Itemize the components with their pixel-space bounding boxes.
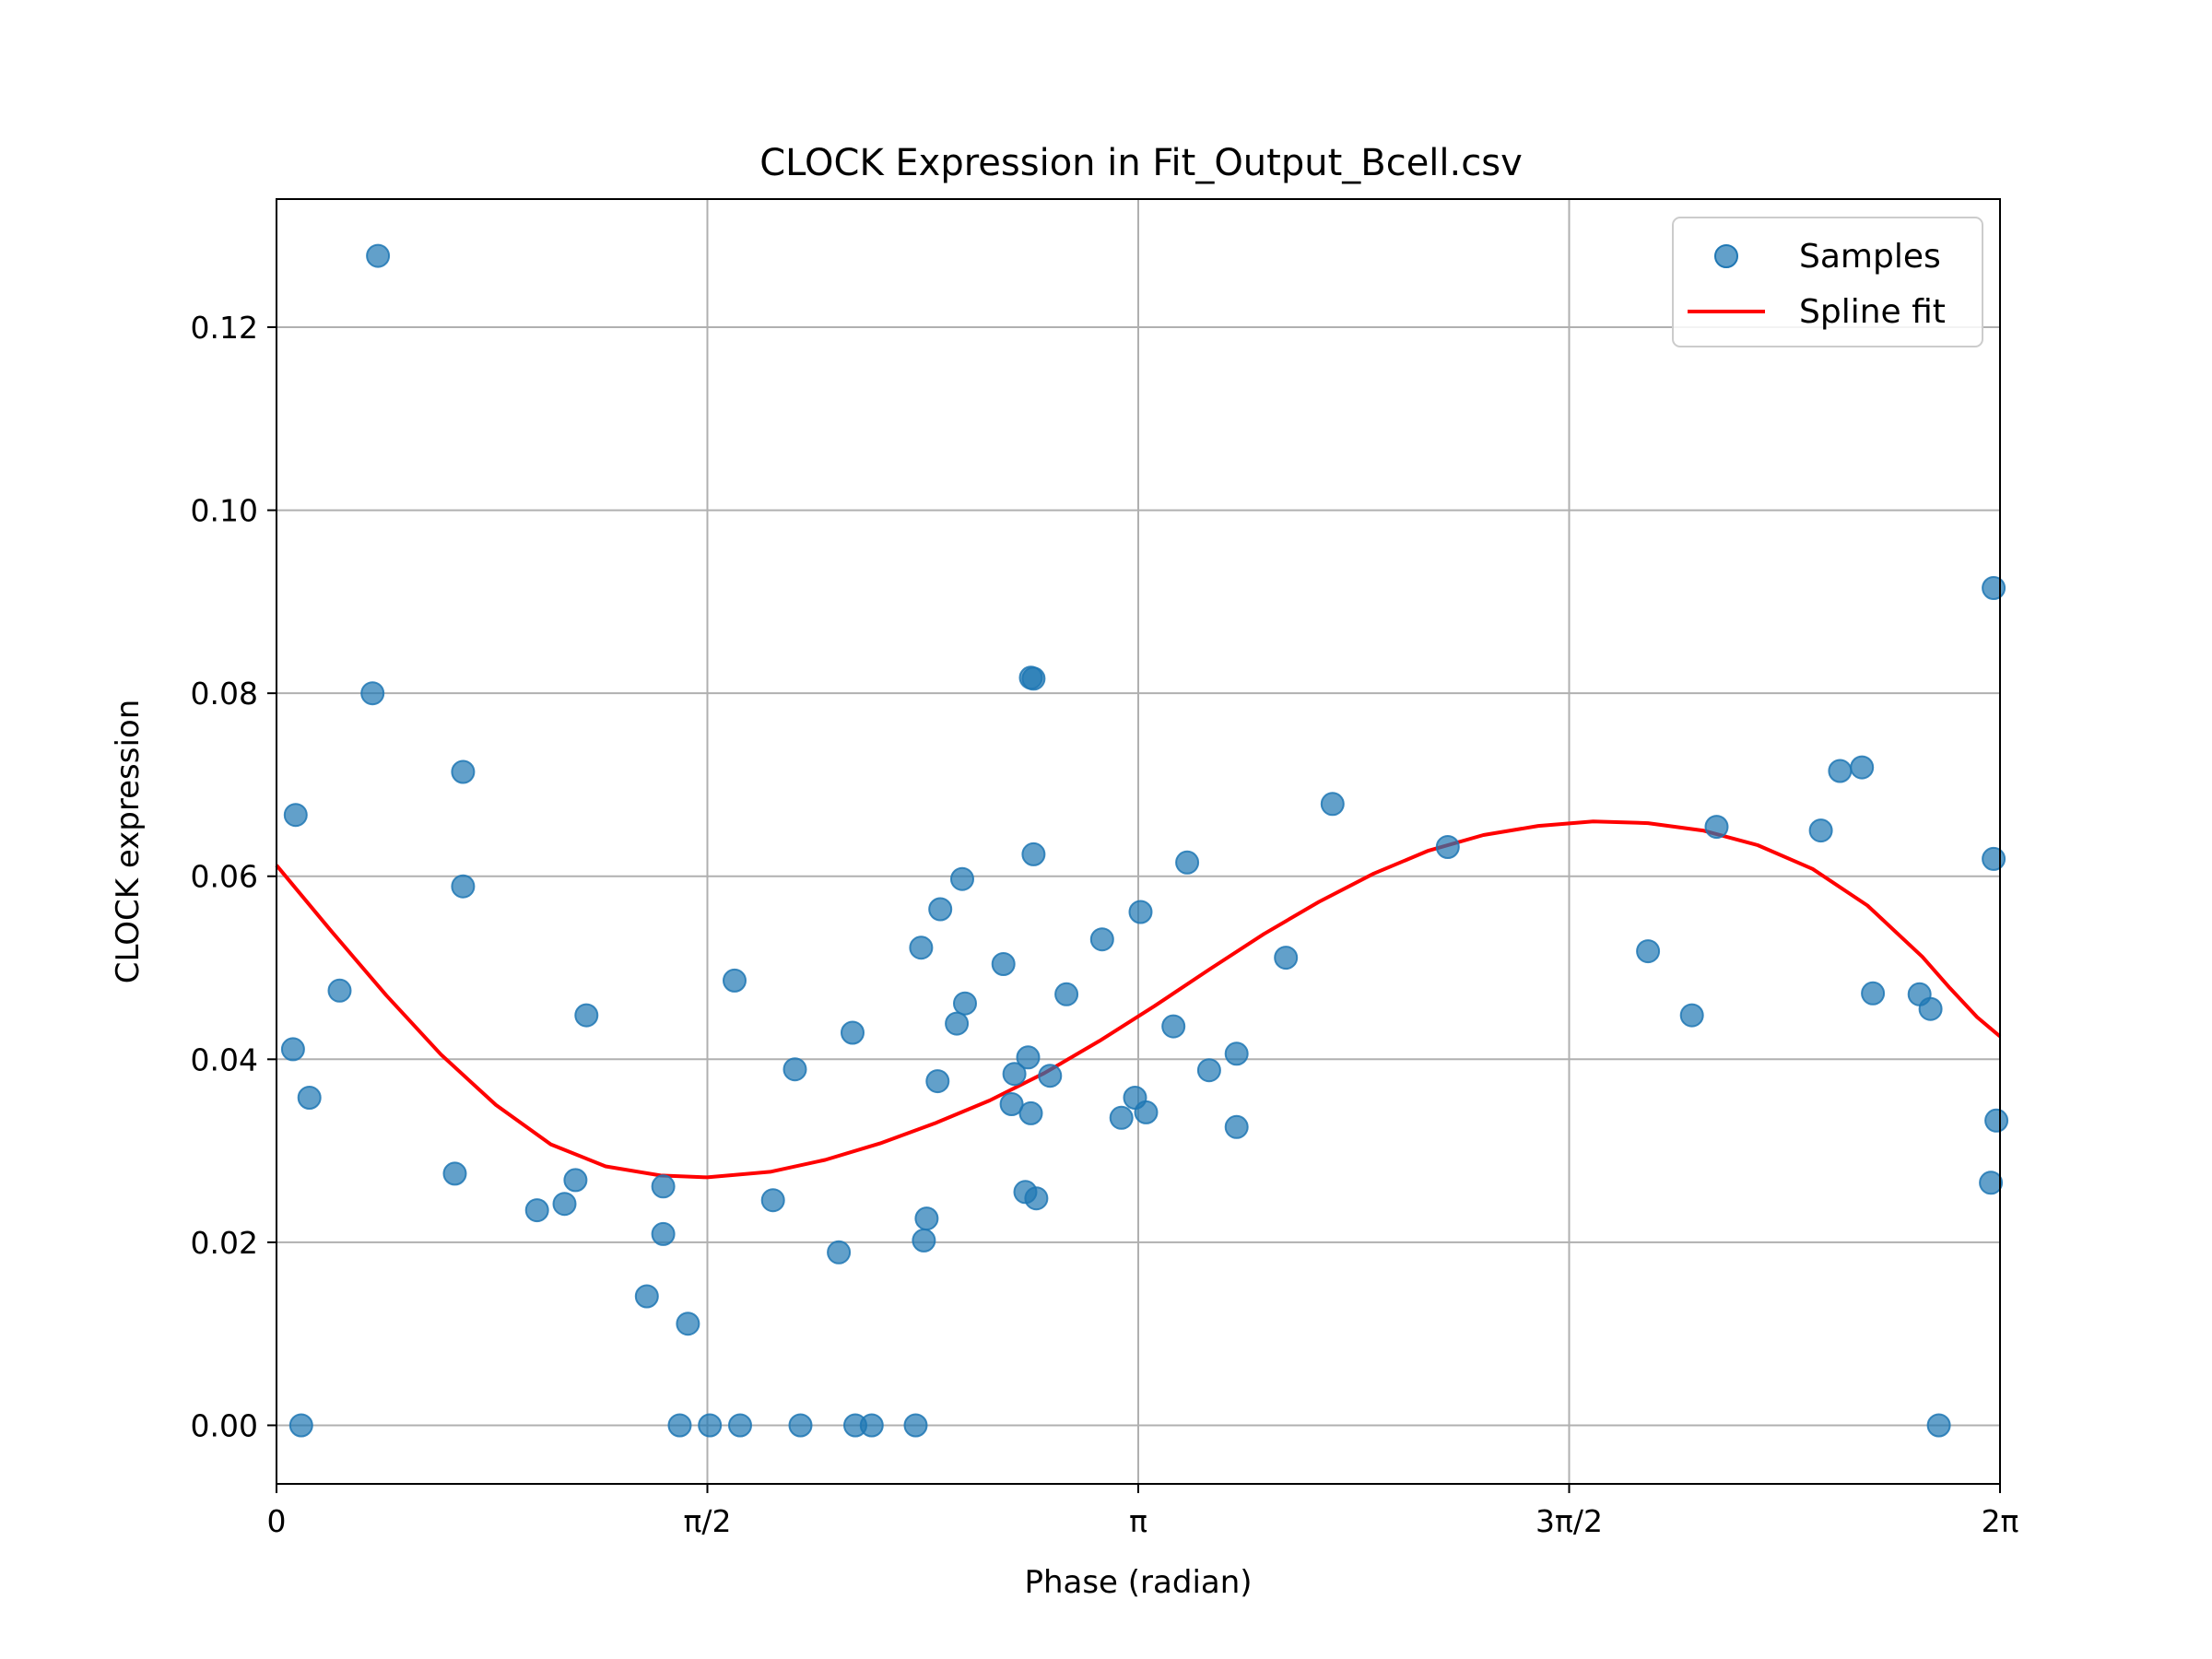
sample-point [676,1312,700,1336]
sample-point [1016,1045,1041,1070]
x-axis: 0 π/2 π 3π/2 2π [267,1484,2019,1539]
sample-point [574,1003,599,1028]
spline-fit-line [275,819,2002,1180]
sample-point [1024,1186,1049,1211]
y-tick-label: 0.10 [191,493,258,529]
sample-point [1038,1064,1063,1088]
sample-point [667,1413,692,1438]
sample-point [1982,846,2006,871]
spline-layer [275,819,2002,1180]
sample-point [524,1198,549,1223]
sample-point [280,1037,305,1062]
sample-point [1808,818,1833,843]
sample-point [1018,1100,1043,1125]
sample-point [366,243,391,268]
sample-point [297,1086,322,1110]
sample-point [953,991,977,1016]
sample-point [1320,792,1345,817]
sample-point [1134,1100,1159,1124]
sample-point [442,1161,467,1186]
x-tick-label: 2π [1982,1503,2019,1539]
legend-samples-label: Samples [1799,238,1941,276]
legend-samples-marker [1714,244,1738,268]
sample-point [1861,981,1886,1006]
sample-point [1089,927,1114,952]
sample-point [651,1221,676,1246]
sample-point [1679,1003,1704,1028]
sample-point [728,1413,752,1438]
sample-point [912,1228,936,1253]
sample-point [1926,1413,1951,1438]
sample-point [859,1413,884,1438]
grid-layer [276,199,2001,1484]
sample-point [451,759,476,784]
sample-point [914,1206,939,1231]
x-tick-label: 3π/2 [1535,1503,1603,1539]
legend-spline-label: Spline fit [1799,293,1946,331]
sample-point [1021,666,1046,691]
sample-point [283,803,308,828]
sample-point [903,1413,928,1438]
sample-point [360,681,385,706]
sample-point [841,1020,865,1045]
sample-point [1274,946,1299,971]
sample-point [1224,1114,1249,1139]
y-tick-label: 0.02 [191,1225,258,1261]
sample-point [1054,982,1079,1006]
sample-point [1175,850,1200,875]
sample-point [1224,1041,1249,1066]
sample-point [1918,996,1943,1021]
sample-point [928,897,953,922]
legend: Samples Spline fit [1672,217,1983,347]
y-axis-label: CLOCK expression [110,700,147,983]
sample-point [1021,841,1046,866]
sample-point [760,1188,785,1213]
sample-point [945,1011,970,1036]
sample-point [1636,939,1661,964]
sample-point [1982,576,2006,600]
sample-point [1002,1062,1027,1087]
sample-point [827,1240,852,1265]
sample-point [1979,1171,2004,1195]
x-tick-label: 0 [267,1503,287,1539]
sample-point [788,1413,813,1438]
sample-point [909,935,934,960]
sample-point [1984,1108,2009,1133]
sample-point [1704,815,1729,840]
sample-point [563,1168,588,1193]
y-tick-label: 0.06 [191,859,258,895]
sample-point [950,866,974,891]
samples-layer [280,243,2009,1438]
x-tick-label: π/2 [684,1503,732,1539]
sample-point [552,1192,577,1217]
sample-point [999,1092,1024,1116]
y-tick-label: 0.00 [191,1407,258,1443]
sample-point [782,1057,807,1082]
sample-point [1128,900,1153,924]
sample-point [1196,1058,1221,1083]
sample-point [327,978,352,1003]
sample-point [1828,759,1853,783]
sample-point [1161,1014,1186,1039]
sample-point [991,952,1016,976]
sample-point [1109,1105,1134,1130]
legend-box [1672,217,1983,347]
sample-point [451,874,476,899]
sample-point [288,1413,313,1438]
sample-point [698,1413,723,1438]
y-axis: 0.00 0.02 0.04 0.06 0.08 0.10 0.12 [191,310,276,1443]
y-tick-label: 0.08 [191,676,258,712]
x-tick-label: π [1129,1503,1147,1539]
y-tick-label: 0.12 [191,310,258,346]
sample-point [651,1174,676,1199]
x-axis-label: Phase (radian) [1024,1564,1252,1601]
sample-point [723,968,747,993]
sample-point [634,1284,659,1309]
sample-point [925,1069,950,1094]
y-tick-label: 0.04 [191,1041,258,1077]
sample-point [1850,755,1875,780]
chart-title: CLOCK Expression in Fit_Output_Bcell.csv [759,142,1523,184]
sample-point [1435,835,1460,859]
